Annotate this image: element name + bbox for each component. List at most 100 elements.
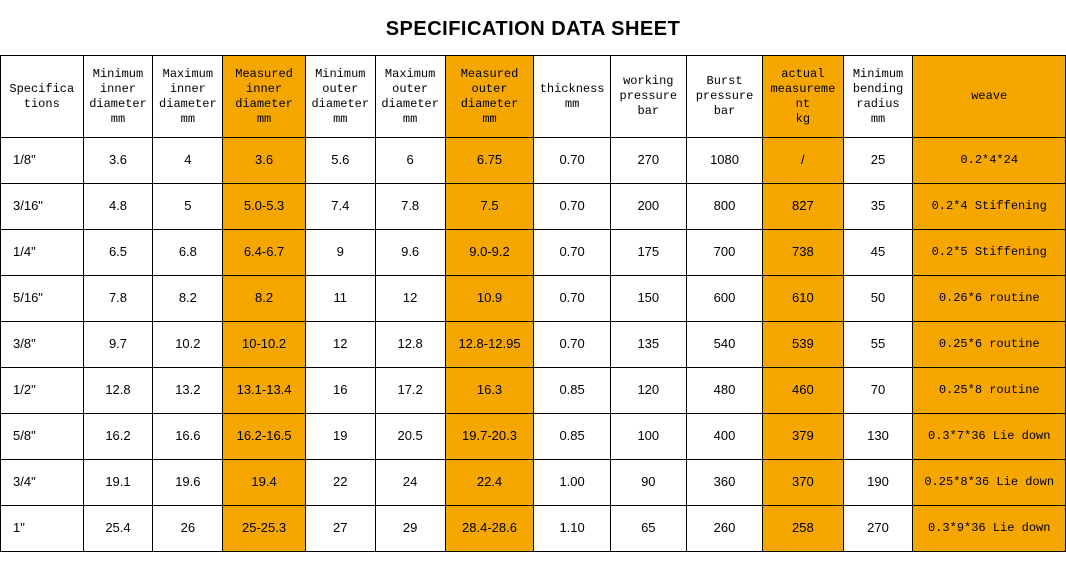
table-cell: 7.8 [375, 184, 445, 230]
table-cell: 6.8 [153, 230, 223, 276]
column-header: thicknessmm [534, 56, 610, 138]
table-cell: 16.2-16.5 [223, 414, 306, 460]
table-cell: 0.3*7*36 Lie down [913, 414, 1066, 460]
table-cell: 827 [763, 184, 843, 230]
table-cell: 16.2 [83, 414, 153, 460]
table-row: 3/4"19.119.619.4222422.41.00903603701900… [1, 460, 1066, 506]
column-header: actualmeasurementkg [763, 56, 843, 138]
table-cell: 480 [686, 368, 762, 414]
table-row: 5/8"16.216.616.2-16.51920.519.7-20.30.85… [1, 414, 1066, 460]
table-cell: 16 [305, 368, 375, 414]
table-cell: 150 [610, 276, 686, 322]
table-cell: 800 [686, 184, 762, 230]
table-cell: 4 [153, 138, 223, 184]
header-row: SpecificationsMinimuminnerdiametermmMaxi… [1, 56, 1066, 138]
table-cell: 258 [763, 506, 843, 552]
sheet-wrapper: SPECIFICATION DATA SHEET SpecificationsM… [0, 0, 1066, 552]
table-row: 1/4"6.56.86.4-6.799.69.0-9.20.7017570073… [1, 230, 1066, 276]
table-cell: 10.2 [153, 322, 223, 368]
table-cell: 26 [153, 506, 223, 552]
table-cell: 28.4-28.6 [445, 506, 534, 552]
table-cell: 9.0-9.2 [445, 230, 534, 276]
table-cell: 9.7 [83, 322, 153, 368]
table-cell: 6.75 [445, 138, 534, 184]
table-cell: 135 [610, 322, 686, 368]
table-row: 3/16"4.855.0-5.37.47.87.50.7020080082735… [1, 184, 1066, 230]
table-cell: 700 [686, 230, 762, 276]
table-cell: 55 [843, 322, 913, 368]
table-cell: 25.4 [83, 506, 153, 552]
table-row: 3/8"9.710.210-10.21212.812.8-12.950.7013… [1, 322, 1066, 368]
table-cell: 0.85 [534, 368, 610, 414]
table-cell: 8.2 [153, 276, 223, 322]
table-cell: 5.6 [305, 138, 375, 184]
table-cell: 539 [763, 322, 843, 368]
table-head: SpecificationsMinimuminnerdiametermmMaxi… [1, 56, 1066, 138]
table-cell: 190 [843, 460, 913, 506]
table-cell: 1/8" [1, 138, 84, 184]
table-cell: 120 [610, 368, 686, 414]
table-cell: 738 [763, 230, 843, 276]
table-cell: 13.1-13.4 [223, 368, 306, 414]
table-row: 1/2"12.813.213.1-13.41617.216.30.8512048… [1, 368, 1066, 414]
table-cell: 3/4" [1, 460, 84, 506]
table-cell: 22.4 [445, 460, 534, 506]
table-cell: 540 [686, 322, 762, 368]
table-cell: 29 [375, 506, 445, 552]
table-cell: 360 [686, 460, 762, 506]
table-cell: 7.4 [305, 184, 375, 230]
column-header: workingpressurebar [610, 56, 686, 138]
table-cell: 90 [610, 460, 686, 506]
table-cell: 12 [375, 276, 445, 322]
table-cell: 50 [843, 276, 913, 322]
table-cell: 270 [610, 138, 686, 184]
table-cell: 27 [305, 506, 375, 552]
table-cell: 5 [153, 184, 223, 230]
table-cell: 0.70 [534, 322, 610, 368]
table-cell: 12.8 [83, 368, 153, 414]
table-cell: 19.7-20.3 [445, 414, 534, 460]
table-cell: 1/2" [1, 368, 84, 414]
column-header: Maximuminnerdiametermm [153, 56, 223, 138]
table-cell: 22 [305, 460, 375, 506]
table-cell: 16.3 [445, 368, 534, 414]
table-cell: 13.2 [153, 368, 223, 414]
table-cell: 0.2*5 Stiffening [913, 230, 1066, 276]
table-cell: 25 [843, 138, 913, 184]
table-cell: 6 [375, 138, 445, 184]
table-cell: 10-10.2 [223, 322, 306, 368]
table-cell: 20.5 [375, 414, 445, 460]
table-cell: 12 [305, 322, 375, 368]
table-cell: 610 [763, 276, 843, 322]
table-cell: 1/4" [1, 230, 84, 276]
table-cell: 1.00 [534, 460, 610, 506]
table-row: 1/8"3.643.65.666.750.702701080/250.2*4*2… [1, 138, 1066, 184]
table-cell: / [763, 138, 843, 184]
table-cell: 6.5 [83, 230, 153, 276]
table-cell: 3/16" [1, 184, 84, 230]
table-cell: 19.4 [223, 460, 306, 506]
table-cell: 460 [763, 368, 843, 414]
table-cell: 3.6 [83, 138, 153, 184]
table-cell: 1" [1, 506, 84, 552]
table-cell: 0.25*8*36 Lie down [913, 460, 1066, 506]
table-cell: 35 [843, 184, 913, 230]
table-cell: 260 [686, 506, 762, 552]
table-cell: 0.85 [534, 414, 610, 460]
table-cell: 4.8 [83, 184, 153, 230]
table-cell: 17.2 [375, 368, 445, 414]
table-cell: 3/8" [1, 322, 84, 368]
table-cell: 25-25.3 [223, 506, 306, 552]
table-cell: 0.26*6 routine [913, 276, 1066, 322]
table-cell: 12.8-12.95 [445, 322, 534, 368]
table-cell: 0.2*4 Stiffening [913, 184, 1066, 230]
table-cell: 0.70 [534, 230, 610, 276]
table-cell: 3.6 [223, 138, 306, 184]
table-cell: 9 [305, 230, 375, 276]
table-cell: 5/8" [1, 414, 84, 460]
table-cell: 1080 [686, 138, 762, 184]
table-cell: 10.9 [445, 276, 534, 322]
table-body: 1/8"3.643.65.666.750.702701080/250.2*4*2… [1, 138, 1066, 552]
table-cell: 1.10 [534, 506, 610, 552]
table-cell: 0.3*9*36 Lie down [913, 506, 1066, 552]
